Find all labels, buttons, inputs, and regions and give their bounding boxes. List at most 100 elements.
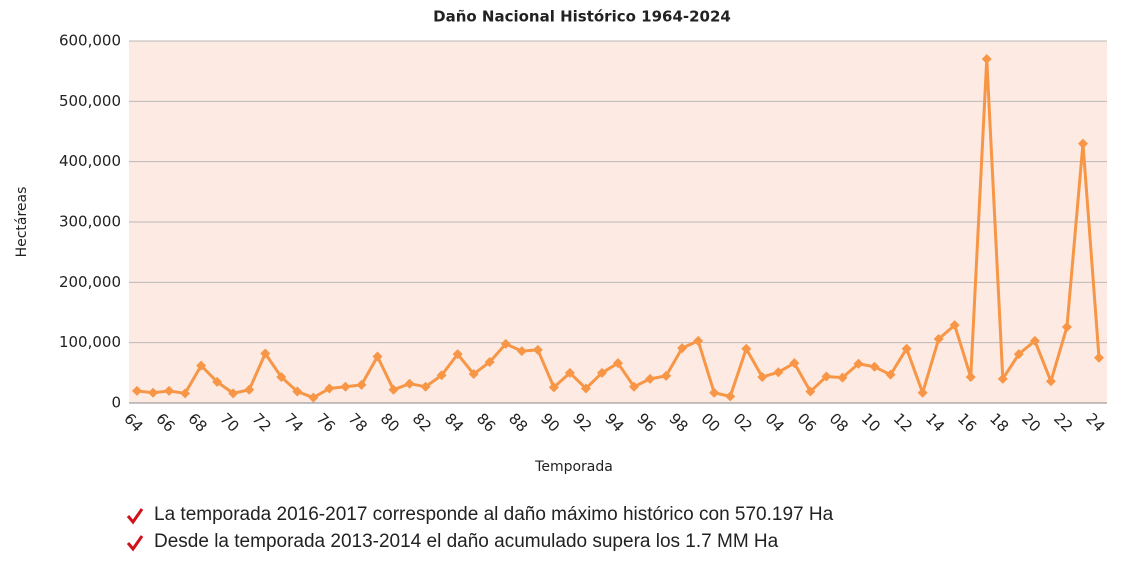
x-tick-label: 64: [120, 410, 146, 436]
x-tick-label: 86: [473, 410, 499, 436]
marker: [773, 367, 784, 378]
marker: [468, 369, 479, 380]
marker: [693, 335, 704, 346]
y-tick-label: 200,000: [59, 273, 121, 291]
marker: [917, 387, 928, 398]
marker: [244, 384, 255, 395]
x-tick-label: 68: [184, 410, 210, 436]
marker: [196, 360, 207, 371]
marker: [292, 386, 303, 397]
marker: [661, 370, 672, 381]
marker: [613, 358, 623, 369]
x-tick-label: 82: [409, 410, 435, 436]
y-tick-label: 600,000: [59, 32, 121, 50]
y-tick-label: 500,000: [59, 92, 121, 110]
marker: [837, 372, 848, 383]
x-tick-label: 84: [441, 410, 467, 436]
y-tick-label: 0: [111, 394, 121, 412]
marker: [629, 381, 640, 392]
marker: [869, 361, 880, 372]
x-tick-label: 12: [890, 410, 916, 436]
note: Desde la temporada 2013-2014 el daño acu…: [154, 531, 779, 552]
marker: [1094, 352, 1104, 363]
marker: [164, 385, 175, 396]
marker: [789, 358, 800, 369]
marker: [260, 348, 271, 359]
marker: [452, 349, 463, 360]
marker: [885, 369, 896, 380]
y-tick-label: 100,000: [59, 333, 121, 351]
marker: [933, 334, 944, 345]
x-tick-label: 16: [954, 410, 980, 436]
x-tick-label: 00: [697, 410, 723, 436]
marker: [228, 388, 239, 399]
marker: [1061, 321, 1072, 332]
marker: [276, 372, 287, 383]
marker: [757, 372, 768, 383]
marker: [741, 343, 752, 354]
x-tick-label: 90: [537, 410, 563, 436]
marker: [901, 343, 912, 354]
x-tick-label: 72: [249, 410, 275, 436]
marker: [180, 388, 191, 399]
marker: [356, 379, 367, 390]
x-tick-label: 70: [216, 410, 242, 436]
x-axis-label: Temporada: [534, 459, 613, 475]
marker: [148, 387, 159, 398]
x-tick-label: 02: [730, 410, 756, 436]
x-tick-label: 74: [281, 410, 307, 436]
x-tick-label: 76: [313, 410, 339, 436]
x-tick-label: 24: [1082, 410, 1108, 436]
check-icon: [126, 535, 144, 552]
marker: [821, 371, 832, 382]
marker: [1045, 376, 1056, 387]
marker: [1077, 138, 1088, 149]
marker: [548, 382, 559, 393]
marker: [805, 386, 816, 397]
marker: [949, 320, 960, 331]
marker: [853, 358, 864, 369]
marker: [725, 391, 736, 402]
y-tick-label: 300,000: [59, 213, 121, 231]
marker: [580, 383, 591, 394]
marker: [420, 381, 431, 392]
x-tick-label: 04: [762, 410, 788, 436]
x-tick-label: 18: [986, 410, 1012, 436]
x-tick-label: 88: [505, 410, 531, 436]
x-tick-label: 80: [377, 410, 403, 436]
x-tick-label: 92: [569, 410, 595, 436]
marker: [677, 343, 688, 354]
check-icon: [126, 508, 144, 525]
marker: [372, 351, 383, 362]
marker: [709, 387, 720, 398]
chart-title: Daño Nacional Histórico 1964-2024: [433, 8, 731, 26]
x-tick-label: 96: [633, 410, 659, 436]
marker: [564, 367, 575, 378]
marker: [324, 383, 335, 394]
marker: [308, 392, 319, 403]
marker: [596, 367, 607, 378]
x-tick-label: 20: [1018, 410, 1044, 436]
x-tick-label: 08: [826, 410, 852, 436]
marker: [981, 53, 992, 64]
marker: [484, 356, 495, 367]
marker: [212, 376, 223, 387]
marker: [1029, 335, 1040, 346]
x-tick-label: 14: [922, 410, 948, 436]
marker: [132, 385, 142, 396]
x-tick-label: 94: [601, 410, 627, 436]
x-tick-label: 66: [152, 410, 178, 436]
x-tick-label: 78: [345, 410, 371, 436]
x-tick-label: 06: [794, 410, 820, 436]
marker: [997, 373, 1008, 384]
marker: [404, 378, 415, 389]
marker: [965, 372, 976, 383]
x-tick-label: 10: [858, 410, 884, 436]
x-tick-label: 98: [665, 410, 691, 436]
marker: [1013, 349, 1024, 360]
y-axis-label: Hectáreas: [14, 187, 30, 258]
marker: [516, 346, 527, 357]
note: La temporada 2016-2017 corresponde al da…: [154, 504, 834, 525]
y-tick-label: 400,000: [59, 152, 121, 170]
